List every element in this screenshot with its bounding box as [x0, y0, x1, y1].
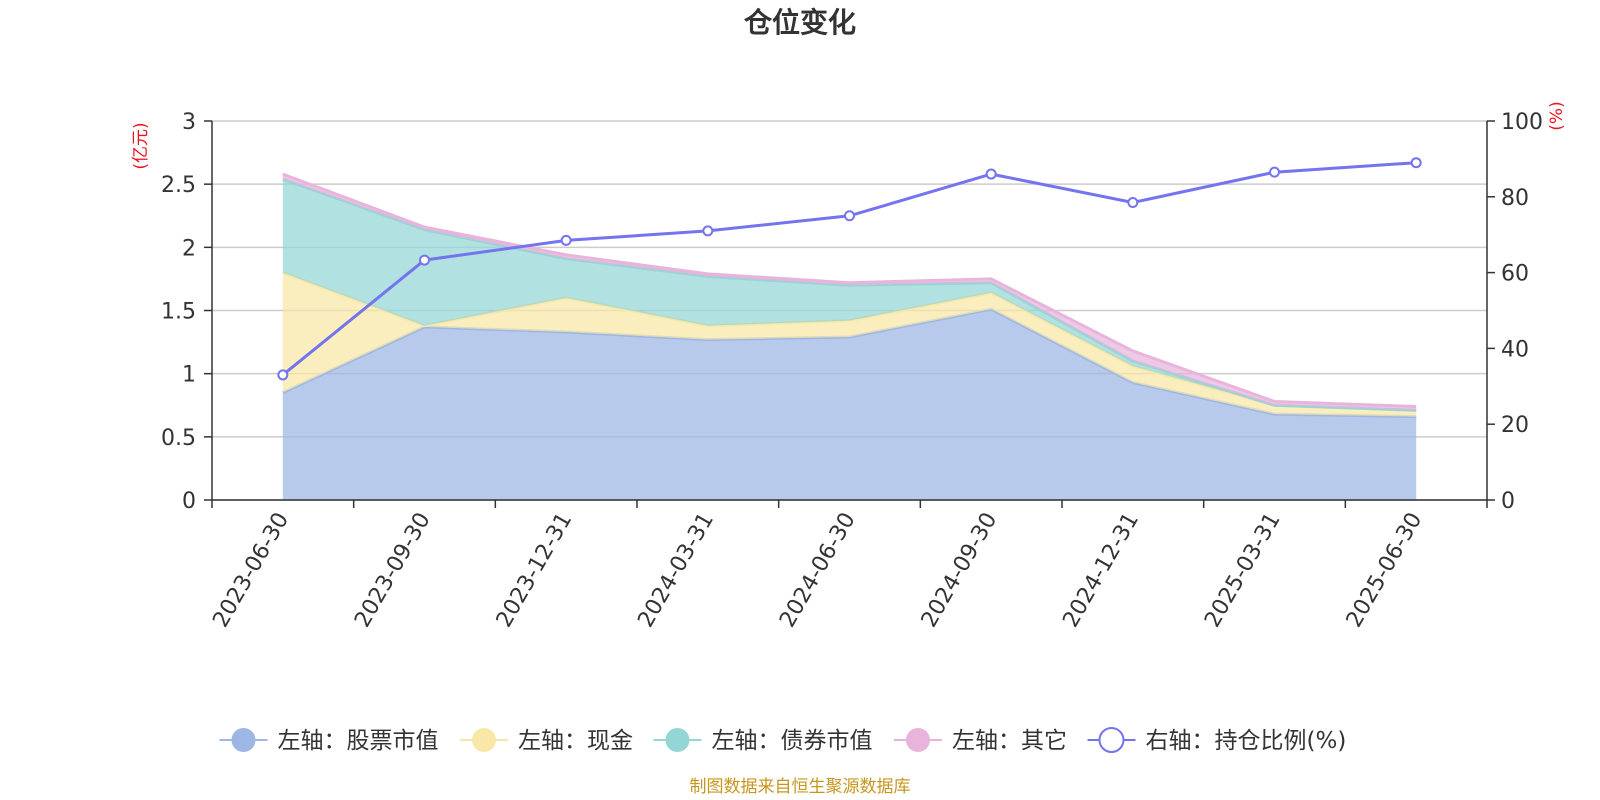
- left-tick-label: 0.5: [161, 426, 196, 451]
- x-tick-label: 2024-09-30: [917, 509, 1003, 632]
- left-tick-label: 1.5: [161, 300, 196, 325]
- right-tick-label: 60: [1501, 262, 1529, 287]
- legend-marker: [231, 728, 256, 752]
- x-tick-label: 2024-12-31: [1058, 509, 1144, 632]
- ratio-point: [1269, 166, 1280, 178]
- area-series-1: [282, 309, 1417, 500]
- ratio-point: [560, 234, 572, 246]
- x-tick-label: 2023-09-30: [350, 509, 436, 632]
- left-tick-label: 1: [182, 363, 196, 388]
- legend-label: 右轴：持仓比例(%): [1146, 728, 1347, 754]
- legend-item: 左轴：现金: [460, 728, 633, 754]
- legend-marker: [665, 728, 690, 752]
- x-tick-label: 2023-06-30: [208, 509, 294, 632]
- legend-item: 右轴：持仓比例(%): [1087, 727, 1347, 754]
- left-tick-label: 0: [182, 489, 196, 514]
- data-source-footer: 制图数据来自恒生聚源数据库: [690, 777, 911, 797]
- ratio-point: [702, 225, 714, 237]
- legend-label: 左轴：股票市值: [278, 728, 439, 754]
- legend-item: 左轴：其它: [894, 728, 1067, 754]
- right-tick-label: 40: [1501, 337, 1529, 362]
- left-tick-label: 2: [182, 236, 196, 261]
- legend-item: 左轴：债券市值: [653, 728, 873, 754]
- ratio-point: [1410, 157, 1422, 169]
- area-edge-series-4: [282, 172, 1417, 408]
- left-tick-label: 2.5: [161, 173, 196, 198]
- stacked-areas: [282, 172, 1417, 500]
- ratio-point: [277, 369, 289, 381]
- legend-item: 左轴：股票市值: [219, 728, 439, 754]
- ratio-point: [985, 168, 997, 180]
- legend: 左轴：股票市值 左轴：现金 左轴：债券市值 左轴：其它 右轴：持仓比例(%): [219, 727, 1347, 754]
- right-tick-label: 100: [1501, 110, 1543, 135]
- right-tick-label: 20: [1501, 413, 1529, 438]
- x-tick-label: 2024-03-31: [633, 509, 719, 632]
- left-tick-label: 3: [182, 110, 196, 135]
- ratio-point: [1127, 196, 1139, 208]
- ratio-point: [419, 254, 430, 266]
- chart-title: 仓位变化: [744, 6, 856, 39]
- legend-label: 左轴：现金: [518, 728, 633, 754]
- x-tick-label: 2025-03-31: [1200, 509, 1286, 632]
- x-tick-label: 2023-12-31: [492, 509, 578, 632]
- ratio-point: [844, 210, 855, 222]
- legend-marker: [472, 728, 496, 752]
- left-axis-unit: (亿元): [131, 122, 151, 169]
- right-axis-unit: (%): [1547, 101, 1567, 130]
- legend-marker: [1098, 727, 1125, 753]
- ratio-line: [277, 157, 1422, 381]
- legend-marker: [906, 728, 930, 752]
- right-tick-label: 80: [1501, 186, 1529, 211]
- x-tick-label: 2025-06-30: [1342, 509, 1428, 632]
- legend-label: 左轴：其它: [952, 728, 1067, 754]
- legend-label: 左轴：债券市值: [712, 728, 873, 754]
- right-tick-label: 0: [1501, 489, 1515, 514]
- area-series-2: [282, 272, 1417, 417]
- area-series-3: [282, 179, 1417, 411]
- x-tick-label: 2024-06-30: [775, 509, 861, 632]
